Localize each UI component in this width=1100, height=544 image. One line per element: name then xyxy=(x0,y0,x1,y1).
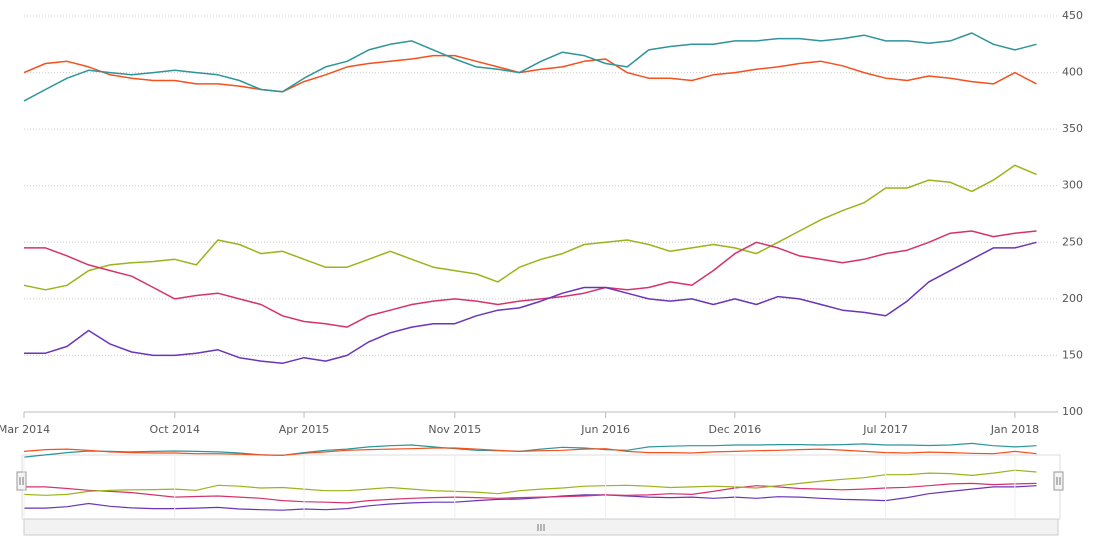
x-tick-label: Dec 2016 xyxy=(708,423,761,436)
x-tick-label: Jun 2016 xyxy=(580,423,630,436)
navigator-line xyxy=(23,442,1037,458)
plot-area xyxy=(23,32,1037,365)
y-tick-label: 150 xyxy=(1062,348,1083,361)
y-tick-label: 300 xyxy=(1062,179,1083,192)
x-tick-label: Jul 2017 xyxy=(862,423,908,436)
y-tick-label: 200 xyxy=(1062,292,1083,305)
navigator-handle-right[interactable] xyxy=(1053,471,1064,491)
navigator-line xyxy=(23,447,1037,456)
x-tick-label: Jan 2018 xyxy=(990,423,1039,436)
y-tick-label: 400 xyxy=(1062,66,1083,79)
y-tick-label: 250 xyxy=(1062,235,1083,248)
y-tick-label: 100 xyxy=(1062,405,1083,418)
series-line xyxy=(23,54,1037,93)
navigator-line xyxy=(24,482,1037,504)
x-tick-label: Nov 2015 xyxy=(428,423,481,436)
series-line xyxy=(23,164,1037,291)
series-line xyxy=(24,241,1037,365)
y-tick-label: 350 xyxy=(1062,122,1083,135)
navigator-line xyxy=(24,485,1037,511)
series-line xyxy=(23,32,1037,102)
x-tick-label: Apr 2015 xyxy=(279,423,330,436)
y-tick-label: 450 xyxy=(1062,9,1083,22)
scrollbar-grip[interactable] xyxy=(537,524,545,531)
navigator[interactable] xyxy=(16,442,1064,536)
grid: 100 150 200 250 300 350 400 450 Mar 2014 Oct 2014… xyxy=(0,9,1083,436)
x-tick-label: Mar 2014 xyxy=(0,423,50,436)
navigator-line xyxy=(23,469,1037,496)
navigator-handle-left[interactable] xyxy=(16,471,27,491)
series-line xyxy=(24,230,1037,328)
x-tick-label: Oct 2014 xyxy=(150,423,201,436)
